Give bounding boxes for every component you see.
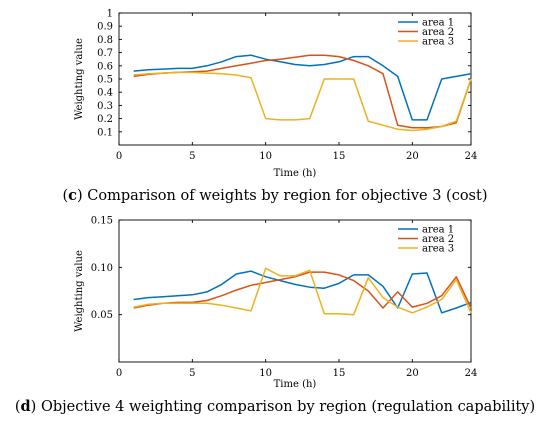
series-line-area-2 bbox=[133, 54, 472, 129]
chart-c: 0 5 10 15 20 24 0.1 0.2 0.3 0.4 0.5 0.6 0.7 0.8 0.9 1 Ti… bbox=[74, 9, 477, 180]
x-tick-label: 10 bbox=[259, 151, 272, 162]
x-tick-label: 5 bbox=[189, 368, 195, 379]
y-tick-label: 0.15 bbox=[91, 216, 113, 227]
y-tick-label: 0.4 bbox=[97, 88, 113, 99]
legend-label: area 3 bbox=[422, 37, 454, 48]
caption-d: (d) Objective 4 weighting comparison by … bbox=[14, 398, 536, 415]
x-tick-label: 15 bbox=[333, 368, 346, 379]
legend-label: area 3 bbox=[422, 244, 454, 255]
y-tick-label: 0.3 bbox=[97, 101, 113, 112]
x-tick-label: 24 bbox=[465, 368, 478, 379]
x-tick-label: 10 bbox=[259, 368, 272, 379]
caption-c-text: Comparison of weights by region for obje… bbox=[87, 188, 488, 204]
y-tick-label: 0.10 bbox=[91, 263, 113, 274]
x-tick-label: 24 bbox=[465, 151, 478, 162]
series-line-area-1 bbox=[133, 270, 472, 314]
caption-d-letter: d bbox=[20, 398, 31, 415]
y-tick-label: 0.2 bbox=[97, 114, 113, 125]
series-line-area-2 bbox=[133, 271, 472, 309]
series-line-area-3 bbox=[133, 267, 472, 316]
legend-label: area 2 bbox=[422, 234, 454, 245]
y-axis-title: Weighting value bbox=[74, 250, 85, 332]
y-tick-label: 0.8 bbox=[97, 35, 113, 46]
plot-frame bbox=[118, 12, 472, 146]
legend-label: area 1 bbox=[422, 18, 454, 29]
x-axis-title: Time (h) bbox=[274, 379, 317, 390]
legend-label: area 2 bbox=[422, 27, 454, 38]
x-tick-label: 20 bbox=[406, 151, 419, 162]
chart-d: 0 5 10 15 20 24 0.05 0.10 0.15 Time (h) Weighting … bbox=[74, 216, 477, 391]
y-tick-label: 0.9 bbox=[97, 22, 113, 33]
caption-d-text: Objective 4 weighting comparison by regi… bbox=[40, 399, 536, 415]
y-tick-label: 1 bbox=[107, 9, 113, 20]
y-tick-label: 0.1 bbox=[97, 127, 113, 138]
caption-c-letter: c bbox=[68, 187, 78, 204]
caption-c: (c) Comparison of weights by region for … bbox=[62, 187, 488, 204]
y-tick-label: 0.05 bbox=[91, 310, 113, 321]
x-tick-label: 0 bbox=[116, 151, 122, 162]
x-axis-title: Time (h) bbox=[274, 168, 317, 179]
legend-label: area 1 bbox=[422, 225, 454, 236]
y-axis-title: Weighting value bbox=[74, 38, 85, 120]
series-line-area-1 bbox=[133, 54, 472, 121]
y-tick-label: 0.6 bbox=[97, 61, 113, 72]
y-tick-label: 0.5 bbox=[97, 75, 113, 86]
x-tick-label: 15 bbox=[333, 151, 346, 162]
x-tick-label: 20 bbox=[406, 368, 419, 379]
x-tick-label: 5 bbox=[189, 151, 195, 162]
y-tick-label: 0.7 bbox=[97, 48, 113, 59]
plot-frame bbox=[118, 219, 472, 363]
x-tick-label: 0 bbox=[116, 368, 122, 379]
series-line-area-3 bbox=[133, 71, 472, 132]
